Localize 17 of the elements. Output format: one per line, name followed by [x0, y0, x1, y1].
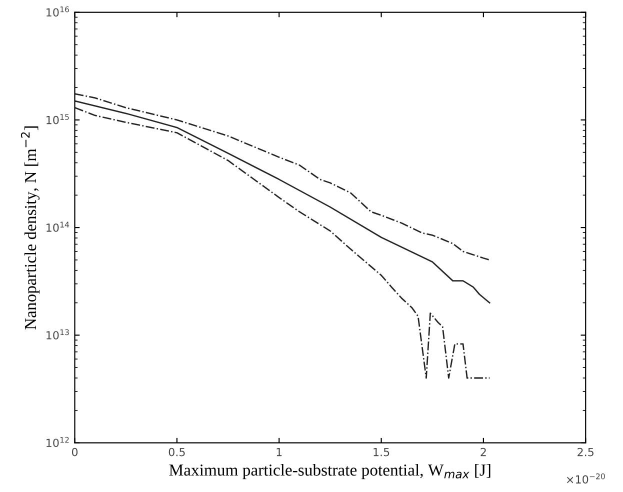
- x-tick-label: 0: [72, 448, 78, 456]
- line-series: [74, 93, 490, 261]
- y-tick-label: 10$^{13}$: [46, 329, 69, 340]
- y-tick-label: 10$^{14}$: [46, 222, 70, 232]
- line-series: [74, 100, 490, 304]
- text: ×10$^{−20}$: [566, 473, 605, 484]
- y-tick-label: 10$^{15}$: [46, 114, 69, 124]
- x-tick-label: 2: [480, 448, 486, 456]
- x-tick-label: 1: [276, 448, 282, 456]
- y-tick-label: 10$^{16}$: [46, 6, 69, 17]
- y-axis-title: Nanoparticle density, N [m$^{−2}$]: [20, 126, 40, 330]
- x-axis-title: Maximum particle-substrate potential, W$_{max}$ [J]: [169, 464, 490, 480]
- x-tick-label: 2.5: [578, 448, 594, 456]
- line-series: [74, 106, 490, 379]
- y-tick-label: 10$^{12}$: [46, 436, 69, 448]
- x-tick-label: 1.5: [374, 448, 390, 456]
- x-tick-label: 0.5: [168, 448, 185, 456]
